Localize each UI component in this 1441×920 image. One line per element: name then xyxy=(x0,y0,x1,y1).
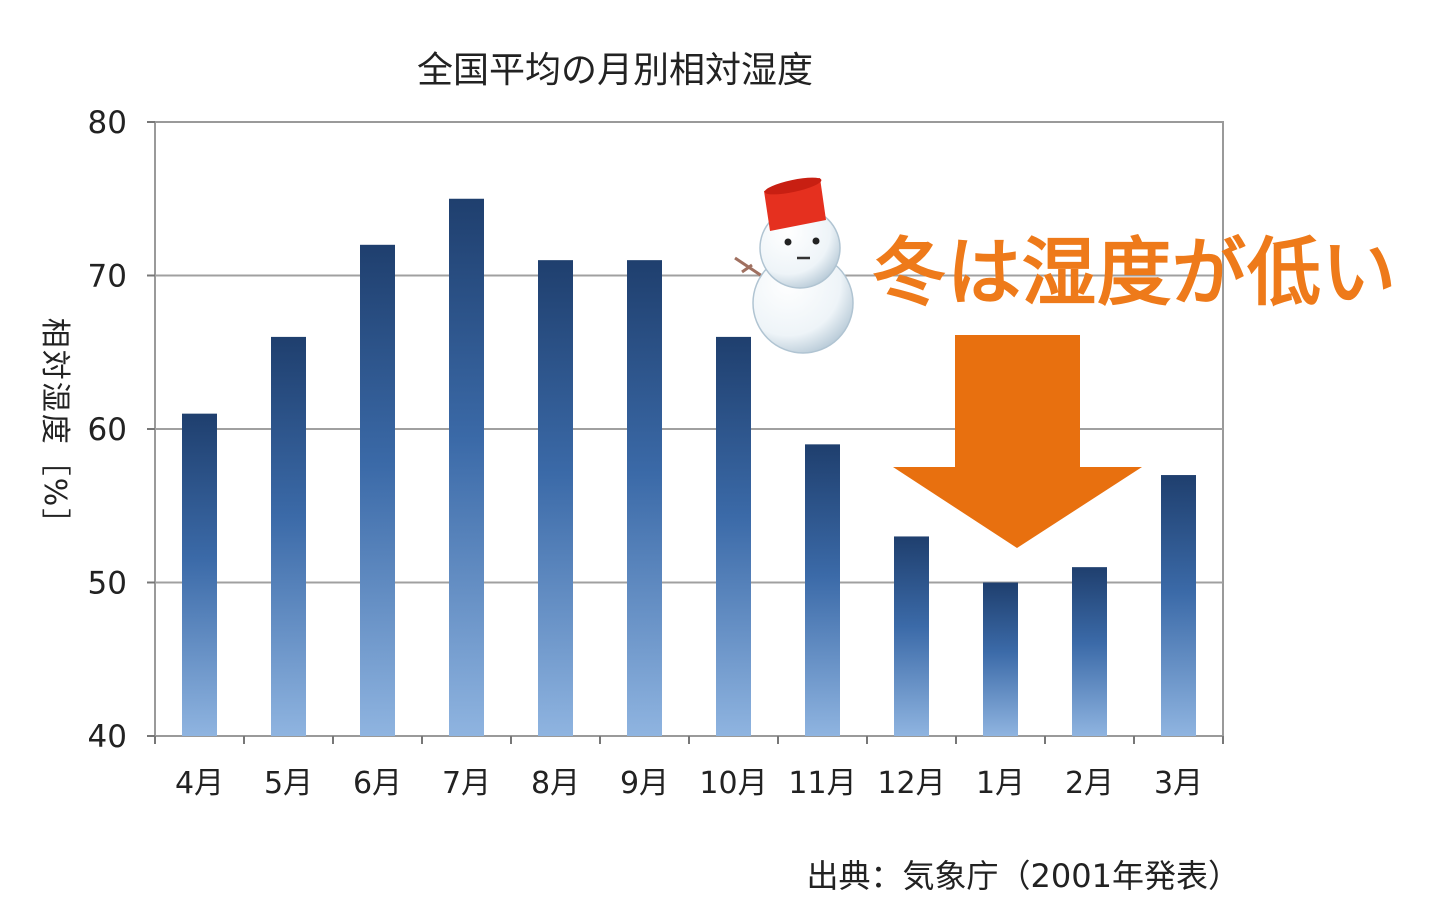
bar-10月 xyxy=(716,336,751,736)
y-tick-label: 50 xyxy=(88,566,127,602)
down-arrow-icon xyxy=(893,335,1142,548)
x-tick-label: 6月 xyxy=(353,766,402,801)
bar-9月 xyxy=(627,260,662,736)
chart-title: 全国平均の月別相対湿度 xyxy=(417,50,813,91)
x-tick-label: 5月 xyxy=(264,766,313,801)
source-note: 出典：気象庁（2001年発表） xyxy=(807,857,1240,895)
snowman-icon xyxy=(734,177,854,354)
y-tick-label: 70 xyxy=(88,259,127,295)
bar-2月 xyxy=(1072,567,1107,736)
bar-3月 xyxy=(1161,475,1196,736)
bars xyxy=(182,198,1196,737)
y-tick-label: 60 xyxy=(88,412,127,448)
y-tick-label: 80 xyxy=(88,105,127,141)
bar-4月 xyxy=(182,413,217,736)
bar-11月 xyxy=(805,444,840,736)
x-tick-label: 11月 xyxy=(788,766,856,801)
bar-12月 xyxy=(894,536,929,736)
y-axis-ticks: 40 50 60 70 80 xyxy=(88,105,155,755)
x-tick-label: 2月 xyxy=(1065,766,1114,801)
bar-8月 xyxy=(538,260,573,736)
x-tick-label: 9月 xyxy=(620,766,669,801)
winter-callout: 冬は湿度が低い xyxy=(872,230,1397,316)
bar-5月 xyxy=(271,336,306,736)
x-tick-label: 12月 xyxy=(877,766,945,801)
x-tick-label: 3月 xyxy=(1154,766,1203,801)
bar-1月 xyxy=(983,582,1018,736)
y-axis-label: 相対湿度［%］ xyxy=(37,318,72,541)
x-tick-label: 10月 xyxy=(699,766,767,801)
x-tick-label: 7月 xyxy=(442,766,491,801)
bar-7月 xyxy=(449,198,484,736)
x-tick-label: 1月 xyxy=(976,766,1025,801)
y-tick-label: 40 xyxy=(88,719,127,755)
x-tick-label: 4月 xyxy=(175,766,224,801)
x-axis-ticks: 4月 5月 6月 7月 8月 9月 10月 11月 12月 1月 2月 3月 xyxy=(154,736,1224,801)
x-tick-label: 8月 xyxy=(531,766,580,801)
bar-6月 xyxy=(360,244,395,737)
